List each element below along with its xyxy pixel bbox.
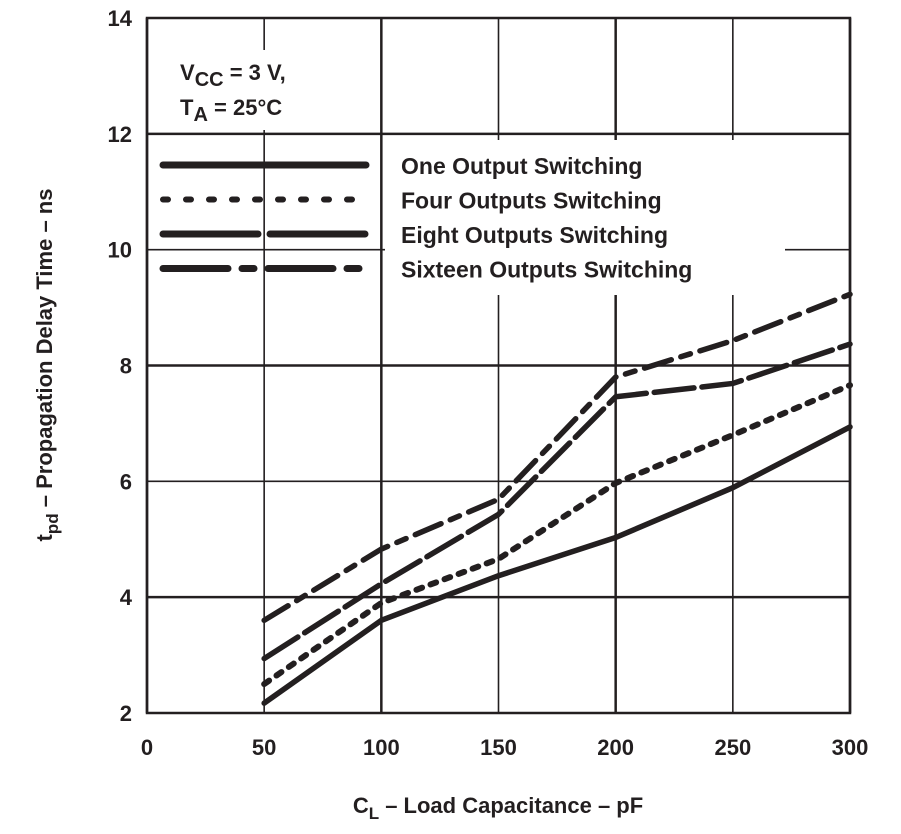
annotation-ta: TA = 25°C [180, 95, 282, 126]
y-tick-label: 12 [108, 122, 132, 147]
y-tick-label: 14 [108, 6, 133, 31]
y-tick-label: 2 [120, 701, 132, 726]
x-tick-label: 300 [832, 735, 869, 760]
x-axis-label: CL – Load Capacitance – pF [353, 793, 643, 823]
y-tick-label: 4 [120, 585, 133, 610]
x-tick-label: 50 [252, 735, 276, 760]
x-tick-label: 200 [597, 735, 634, 760]
series-line [261, 382, 853, 688]
x-tick-label: 250 [714, 735, 751, 760]
series-line [261, 424, 853, 706]
series-line [261, 341, 853, 662]
y-axis-label: tpd – Propagation Delay Time – ns [32, 189, 62, 542]
legend-label: Eight Outputs Switching [401, 222, 668, 248]
x-tick-label: 150 [480, 735, 517, 760]
legend-label: Four Outputs Switching [401, 188, 662, 214]
annotation-vcc: VCC = 3 V, [180, 60, 286, 91]
y-tick-label: 10 [108, 238, 132, 263]
conditions-annotation: VCC = 3 V, TA = 25°C [165, 50, 325, 130]
plot-frame [145, 16, 852, 715]
y-tick-label: 6 [120, 469, 132, 494]
series-line [261, 291, 853, 624]
y-tick-label: 8 [120, 354, 132, 379]
x-tick-label: 100 [363, 735, 400, 760]
legend-background [385, 140, 785, 295]
legend-label: Sixteen Outputs Switching [401, 257, 692, 283]
x-tick-label: 0 [141, 735, 153, 760]
legend-label: One Output Switching [401, 153, 642, 179]
